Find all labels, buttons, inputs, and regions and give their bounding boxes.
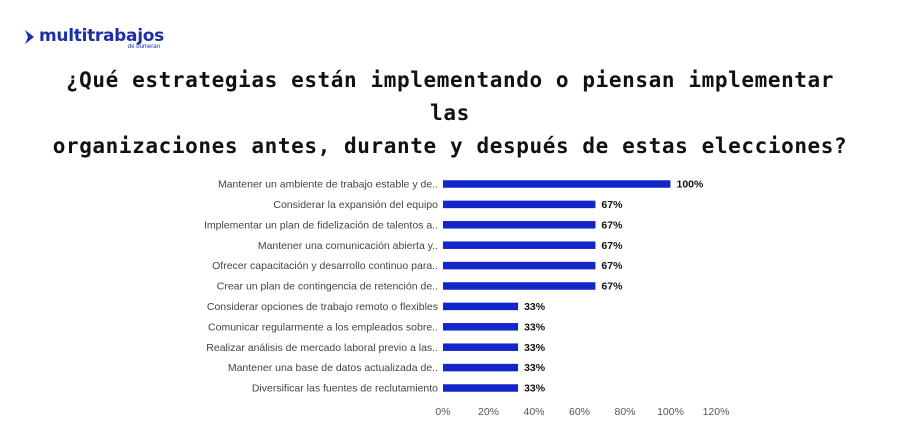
page-title: ¿Qué estrategias están implementando o p… bbox=[40, 64, 860, 163]
bar bbox=[443, 384, 519, 392]
category-label: Comunicar regularmente a los empleados s… bbox=[208, 321, 438, 333]
bar bbox=[443, 180, 671, 188]
x-tick-label: 100% bbox=[657, 406, 684, 418]
x-tick-label: 20% bbox=[478, 406, 499, 418]
data-label: 67% bbox=[601, 281, 623, 293]
data-label: 33% bbox=[524, 342, 546, 354]
bar bbox=[443, 261, 596, 270]
bar bbox=[443, 221, 596, 229]
x-tick-label: 0% bbox=[435, 406, 450, 418]
page-title-line-2: organizaciones antes, durante y después … bbox=[52, 134, 848, 158]
brand-name: multitrabajos bbox=[39, 26, 164, 46]
brand-logo: multitrabajos de bumeran bbox=[24, 28, 164, 50]
category-label: Mantener una comunicación abierta y.. bbox=[258, 240, 438, 252]
arrow-logo-icon bbox=[25, 30, 34, 44]
bar bbox=[443, 302, 519, 311]
data-label: 67% bbox=[601, 219, 623, 231]
data-label: 67% bbox=[601, 260, 623, 272]
data-label: 33% bbox=[524, 383, 546, 395]
bar bbox=[443, 200, 596, 209]
x-tick-label: 120% bbox=[703, 406, 730, 418]
bar bbox=[443, 323, 519, 331]
data-label: 33% bbox=[524, 362, 546, 374]
category-label: Considerar la expansión del equipo bbox=[273, 199, 438, 211]
data-label: 67% bbox=[601, 199, 623, 211]
data-label: 100% bbox=[677, 179, 705, 191]
category-label: Implementar un plan de fidelización de t… bbox=[204, 219, 438, 231]
bar bbox=[443, 241, 596, 249]
data-label: 33% bbox=[524, 321, 546, 333]
bar bbox=[443, 282, 596, 290]
page-title-line-1: ¿Qué estrategias están implementando o p… bbox=[65, 68, 835, 125]
bar bbox=[443, 363, 519, 372]
x-tick-label: 40% bbox=[523, 406, 544, 418]
category-label: Diversificar las fuentes de reclutamient… bbox=[252, 383, 438, 395]
bar bbox=[443, 343, 519, 351]
category-label: Realizar análisis de mercado laboral pre… bbox=[206, 342, 438, 354]
x-tick-label: 80% bbox=[614, 406, 635, 418]
category-label: Crear un plan de contingencia de retenci… bbox=[217, 281, 438, 293]
data-label: 67% bbox=[601, 240, 623, 252]
category-label: Mantener un ambiente de trabajo estable … bbox=[218, 179, 438, 191]
category-label: Ofrecer capacitación y desarrollo contin… bbox=[212, 260, 438, 272]
category-label: Considerar opciones de trabajo remoto o … bbox=[207, 301, 438, 313]
x-tick-label: 60% bbox=[569, 406, 590, 418]
category-label: Mantener una base de datos actualizada d… bbox=[228, 362, 438, 374]
brand-tagline: de bumeran bbox=[127, 44, 160, 50]
data-label: 33% bbox=[524, 301, 546, 313]
